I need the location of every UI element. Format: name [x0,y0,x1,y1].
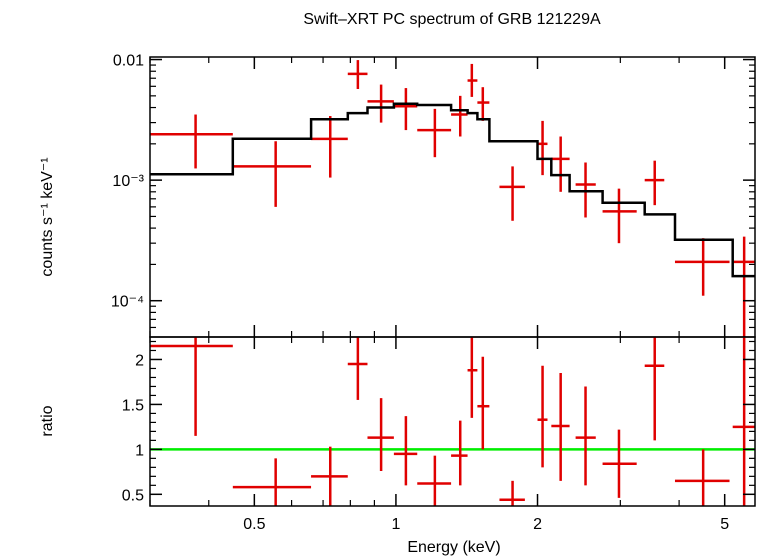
spectrum-plot-area [150,60,755,337]
ratio-y-tick-label: 1.5 [122,397,144,414]
ratio-y-tick-label: 2 [135,352,144,369]
ratio-y-axis-label: ratio [39,405,56,436]
spectrum-data-point [393,88,418,131]
spectrum-data-point [477,87,490,121]
spectrum-data-point [347,60,368,89]
ratio-frame [149,336,756,507]
ratio-data-point [732,337,755,506]
ratio-y-tick-label: 1 [135,442,144,459]
spectrum-panel: counts s⁻¹ keV⁻¹ 0.01 10⁻³ 10⁻⁴ [39,53,756,338]
ratio-y-tick-label: 0.5 [122,487,144,504]
spectrum-data-point [551,136,570,192]
ratio-data-point [311,446,348,506]
ratio-data-point [393,416,418,486]
spectrum-y-tick-label: 10⁻³ [112,173,144,190]
ratio-data-point [417,455,452,506]
ratio-data-point [644,337,665,441]
ratio-data-point [347,337,368,400]
x-tick-label: 0.5 [243,516,265,533]
spectrum-data-point [499,166,525,221]
spectrum-data-point [417,108,452,158]
spectrum-data-point [467,63,478,97]
spectrum-data-point [537,120,548,176]
x-tick-label: 5 [720,516,729,533]
spectrum-data-point [674,238,730,296]
spectrum-y-axis-label: counts s⁻¹ keV⁻¹ [39,157,56,276]
ratio-plot-area [150,337,755,506]
spectrum-data-point [644,160,665,206]
x-axis-label: Energy (keV) [407,539,500,556]
spectrum-data-point [602,188,637,244]
ratio-data-point [467,337,478,418]
spectrum-y-tick-label: 0.01 [113,53,144,70]
x-tick-label: 2 [533,516,542,533]
spectrum-data-point [232,141,312,207]
spectrum-data-point [732,236,755,337]
spectrum-data-point [311,116,348,178]
ratio-data-point [674,449,730,506]
ratio-data-point [232,458,312,506]
x-tick-label: 1 [391,516,400,533]
spectrum-model-line [150,102,755,278]
ratio-data-point [477,356,490,450]
ratio-data-point [575,386,596,486]
chart-title: Swift–XRT PC spectrum of GRB 121229A [303,11,601,28]
spectrum-y-tick-label: 10⁻⁴ [111,294,144,311]
ratio-data-point [602,429,637,498]
ratio-panel: ratio 0.5 1 1.5 2 [39,336,756,507]
ratio-data-point [551,372,570,481]
ratio-data-point [367,398,394,471]
spectrum-data-point [150,114,233,169]
ratio-data-point [451,420,468,486]
spectrum-frame [149,56,756,338]
spectrum-data-point [451,95,468,137]
ratio-data-point [537,365,548,468]
ratio-data-point [499,480,525,506]
ratio-data-point [150,337,233,436]
spectrum-data-point [367,84,394,123]
